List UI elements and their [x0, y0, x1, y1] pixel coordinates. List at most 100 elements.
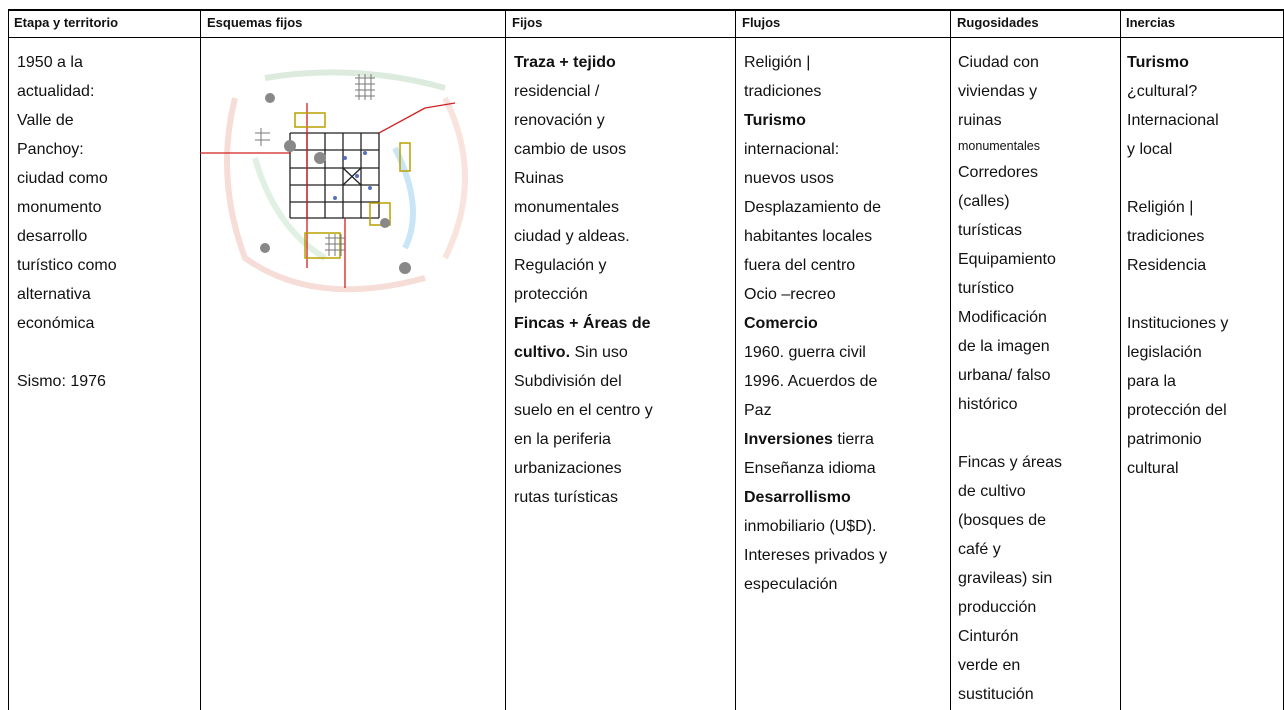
text-line: Internacional [1127, 106, 1228, 135]
text: legislación [1127, 344, 1202, 361]
text: Valle de [17, 112, 74, 129]
text-line: Turismo [1127, 48, 1228, 77]
text-line: desarrollo [17, 222, 117, 251]
text-line: turístico [958, 274, 1062, 303]
text-line: patrimonio [1127, 425, 1228, 454]
text-line: Desarrollismo [744, 483, 887, 512]
text-line: suelo en el centro y [514, 396, 653, 425]
text: protección del [1127, 402, 1227, 419]
text-line: en la periferia [514, 425, 653, 454]
text: tradiciones [744, 83, 822, 100]
text: y local [1127, 141, 1173, 158]
text-line: residencial / [514, 77, 653, 106]
text-line: turísticas [958, 216, 1062, 245]
header-border [8, 37, 1284, 38]
text: desarrollo [17, 228, 88, 245]
text: Enseñanza idioma [744, 460, 876, 477]
header-cell: Esquemas fijos [207, 15, 303, 30]
text-line: Equipamiento [958, 245, 1062, 274]
text: Ocio –recreo [744, 286, 836, 303]
text: verde en [958, 657, 1021, 674]
text: sustitución [958, 686, 1034, 703]
text-line: monumento [17, 193, 117, 222]
text: (calles) [958, 193, 1010, 210]
text-line: ruinas [958, 106, 1062, 135]
text: histórico [958, 396, 1018, 413]
text: 1960. guerra civil [744, 344, 866, 361]
text-line: (calles) [958, 187, 1062, 216]
text-line: Residencia [1127, 251, 1228, 280]
text-line: viviendas y [958, 77, 1062, 106]
bold-text: Turismo [1127, 54, 1189, 71]
text: de cultivo [958, 483, 1026, 500]
header-cell: Rugosidades [957, 15, 1039, 30]
text-line: de cultivo [958, 477, 1062, 506]
text: Ruinas [514, 170, 564, 187]
text-line: de la imagen [958, 332, 1062, 361]
map-sketch [200, 69, 468, 293]
text: urbanizaciones [514, 460, 622, 477]
text: especulación [744, 576, 838, 593]
text-line: renovación y [514, 106, 653, 135]
text-line: café y [958, 535, 1062, 564]
text: Residencia [1127, 257, 1207, 274]
text-line: Ruinas [514, 164, 653, 193]
header-cell: Inercias [1126, 15, 1176, 30]
text-line: Fincas y áreas [958, 448, 1062, 477]
text: patrimonio [1127, 431, 1202, 448]
text: turísticas [958, 222, 1023, 239]
text: residencial / [514, 83, 600, 100]
text: Corredores [958, 164, 1039, 181]
bold-text: cultivo. [514, 344, 571, 361]
text: Equipamiento [958, 251, 1056, 268]
bold-text: Traza + tejido [514, 54, 616, 71]
text-line: sustitución [958, 680, 1062, 709]
text-line: Panchoy: [17, 135, 117, 164]
paragraph-gap [1127, 164, 1228, 193]
bold-text: Turismo [744, 112, 806, 129]
text-line: Sismo: 1976 [17, 367, 117, 396]
text: en la periferia [514, 431, 611, 448]
text: alternativa [17, 286, 91, 303]
header-cell: Flujos [742, 15, 781, 30]
paragraph-gap [958, 419, 1062, 448]
text-line: Instituciones y [1127, 309, 1228, 338]
text-line: Intereses privados y [744, 541, 887, 570]
text: tierra [832, 431, 874, 448]
text-line: para la [1127, 367, 1228, 396]
text: monumento [17, 199, 102, 216]
text: económica [17, 315, 95, 332]
text: ¿cultural? [1127, 83, 1198, 100]
text-line: producción [958, 593, 1062, 622]
text: Religión | [744, 54, 811, 71]
text: habitantes locales [744, 228, 873, 245]
text-line: tradiciones [1127, 222, 1228, 251]
text-line: Desplazamiento de [744, 193, 887, 222]
text-line: fuera del centro [744, 251, 887, 280]
text: de la imagen [958, 338, 1050, 355]
text-line: económica [17, 309, 117, 338]
text: Paz [744, 402, 772, 419]
text: protección [514, 286, 588, 303]
text-line: Enseñanza idioma [744, 454, 887, 483]
text-line: cultural [1127, 454, 1228, 483]
text-line: ciudad y aldeas. [514, 222, 653, 251]
text: Modificación [958, 309, 1047, 326]
text: Instituciones y [1127, 315, 1229, 332]
text: Subdivisión del [514, 373, 622, 390]
text: renovación y [514, 112, 605, 129]
text-line: Religión | [744, 48, 887, 77]
text-line: cambio de usos [514, 135, 653, 164]
text: Panchoy: [17, 141, 84, 158]
text: 1996. Acuerdos de [744, 373, 878, 390]
text: cultural [1127, 460, 1179, 477]
text-line: rutas turísticas [514, 483, 653, 512]
text-line: Ciudad con [958, 48, 1062, 77]
text: Fincas y áreas [958, 454, 1063, 471]
text: Desplazamiento de [744, 199, 881, 216]
column-border [8, 10, 9, 710]
table-cell: Ciudad con viviendas y ruinas monumentales C… [958, 48, 1062, 709]
text: 1950 a la [17, 54, 83, 71]
text-line: Paz [744, 396, 887, 425]
